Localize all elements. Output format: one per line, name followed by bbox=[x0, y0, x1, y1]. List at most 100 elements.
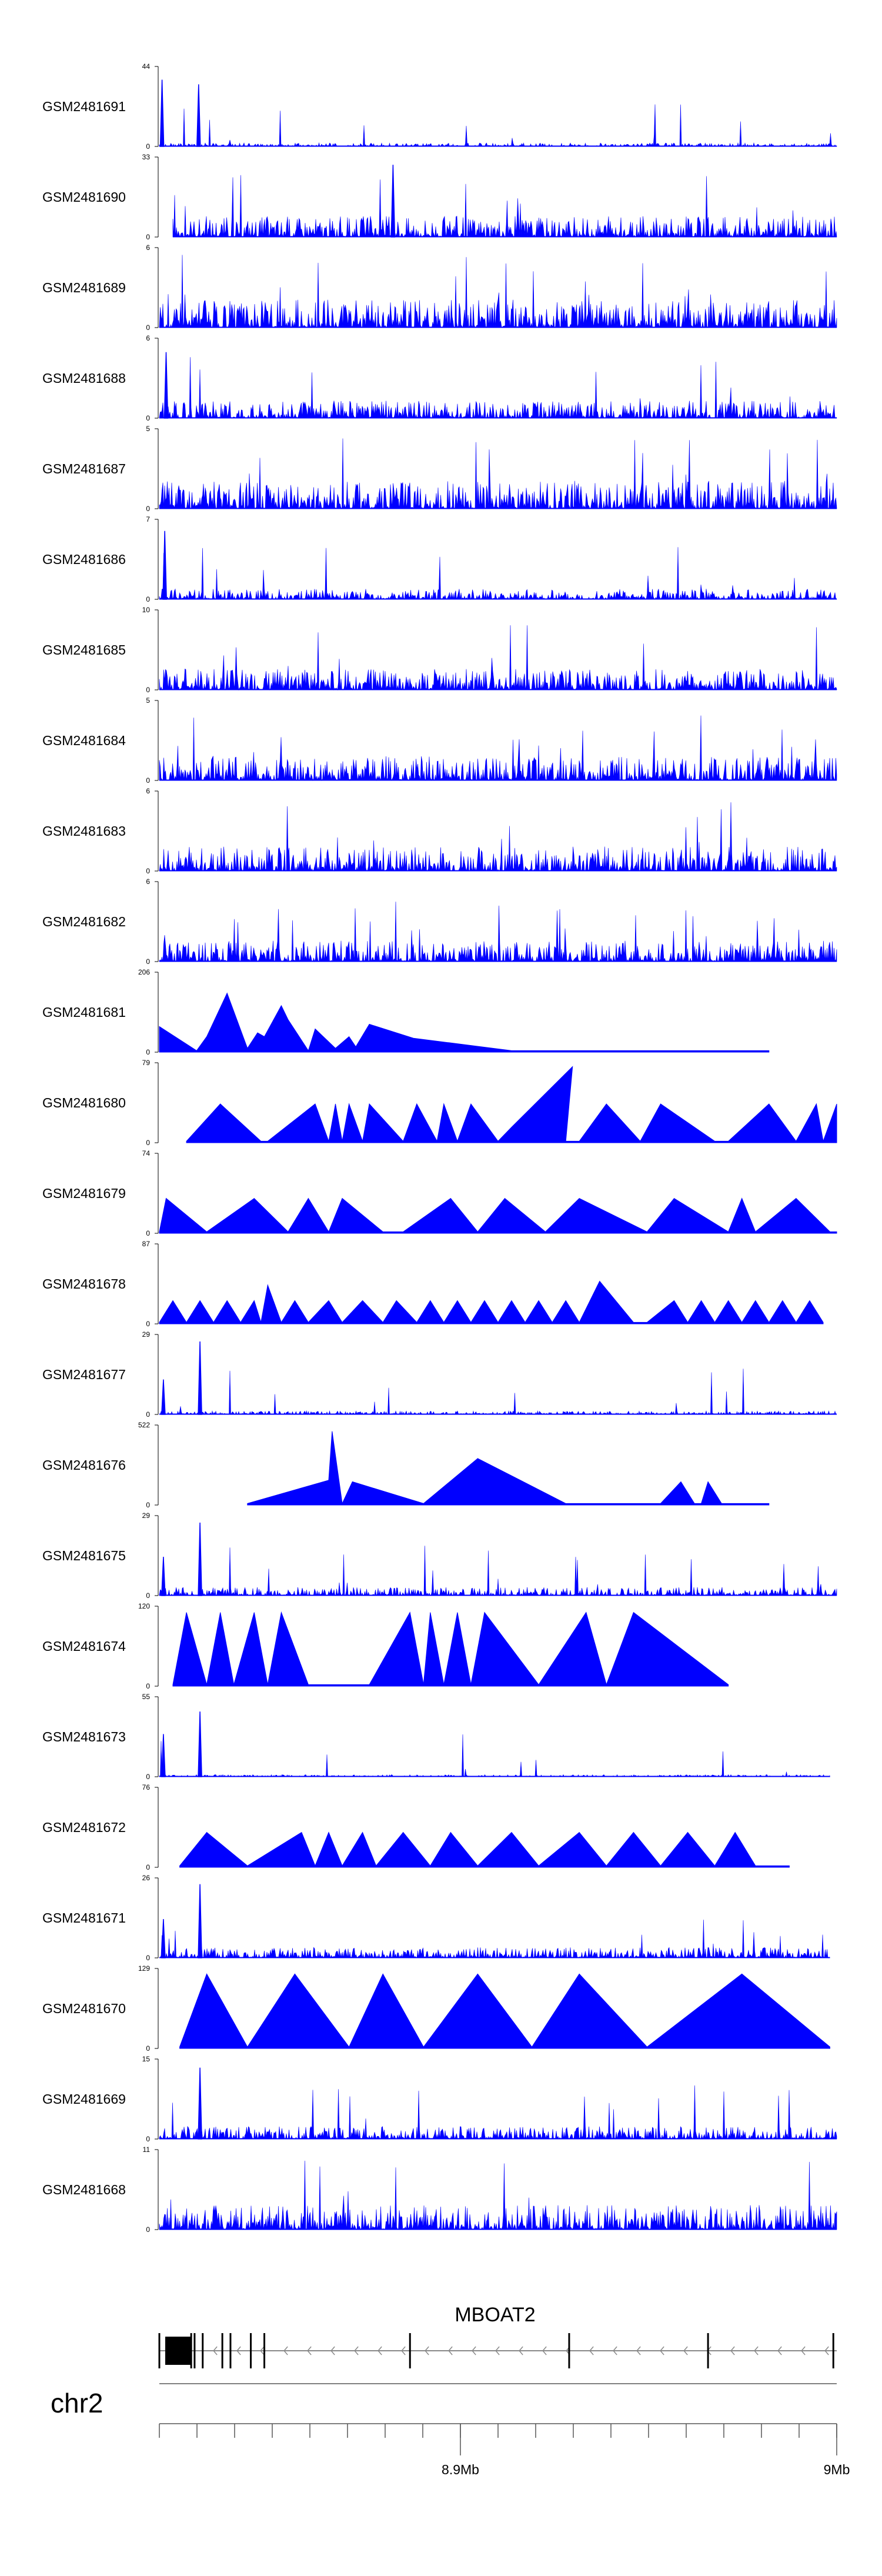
y-min-label: 0 bbox=[146, 1954, 150, 1962]
track-GSM2481684: GSM2481684 5 0 bbox=[42, 696, 837, 785]
signal-peak bbox=[163, 352, 169, 419]
track-GSM2481676: GSM2481676 522 0 bbox=[42, 1421, 770, 1509]
gene-annotation-track: MBOAT2 bbox=[158, 2304, 837, 2368]
track-label: GSM2481684 bbox=[42, 733, 126, 748]
track-GSM2481669: GSM2481669 15 0 bbox=[42, 2055, 837, 2143]
track-label: GSM2481675 bbox=[42, 1548, 126, 1563]
track-GSM2481690: GSM2481690 33 0 bbox=[42, 153, 837, 241]
signal-peak bbox=[159, 79, 165, 147]
track-label: GSM2481689 bbox=[42, 280, 126, 295]
track-GSM2481686: GSM2481686 7 0 bbox=[42, 515, 837, 603]
signal-area bbox=[172, 1611, 729, 1687]
strand-arrow bbox=[213, 2346, 218, 2355]
y-min-label: 0 bbox=[146, 957, 150, 966]
chromosome-label: chr2 bbox=[51, 2388, 103, 2418]
signal-area bbox=[179, 1831, 790, 1868]
signal-area bbox=[159, 255, 837, 329]
signal-area bbox=[159, 1280, 824, 1324]
signal-area bbox=[247, 1431, 770, 1506]
track-label: GSM2481674 bbox=[42, 1639, 126, 1654]
strand-arrow bbox=[519, 2346, 523, 2355]
y-max-label: 10 bbox=[142, 606, 151, 614]
y-min-label: 0 bbox=[146, 414, 150, 422]
track-label: GSM2481678 bbox=[42, 1276, 126, 1292]
y-min-label: 0 bbox=[146, 323, 150, 332]
signal-tracks: GSM2481691440GSM2481690330GSM248168960GS… bbox=[42, 62, 837, 2234]
signal-peak bbox=[161, 1734, 166, 1777]
signal-peak bbox=[162, 530, 167, 600]
y-max-label: 5 bbox=[146, 696, 150, 705]
strand-arrow bbox=[613, 2346, 617, 2355]
signal-peak bbox=[161, 1918, 166, 1958]
signal-peak bbox=[198, 1522, 202, 1596]
track-GSM2481677: GSM2481677 29 0 bbox=[42, 1330, 837, 1419]
strand-arrow bbox=[754, 2346, 759, 2355]
track-label: GSM2481671 bbox=[42, 1910, 126, 1926]
y-min-label: 0 bbox=[146, 776, 150, 785]
track-label: GSM2481682 bbox=[42, 914, 126, 929]
y-min-label: 0 bbox=[146, 2044, 150, 2053]
signal-peak bbox=[198, 1884, 202, 1958]
y-max-label: 6 bbox=[146, 243, 150, 252]
signal-area bbox=[159, 992, 770, 1053]
signal-peak bbox=[198, 1341, 202, 1415]
strand-arrow bbox=[777, 2346, 782, 2355]
y-min-label: 0 bbox=[146, 595, 150, 603]
track-GSM2481682: GSM2481682 6 0 bbox=[42, 877, 837, 966]
strand-arrow bbox=[660, 2346, 664, 2355]
signal-area bbox=[159, 802, 837, 872]
y-max-label: 15 bbox=[142, 2055, 151, 2063]
x-tick-label: 9Mb bbox=[824, 2462, 850, 2477]
track-label: GSM2481677 bbox=[42, 1367, 126, 1382]
track-GSM2481681: GSM2481681 206 0 bbox=[42, 968, 770, 1056]
track-label: GSM2481668 bbox=[42, 2182, 126, 2197]
strand-arrow bbox=[472, 2346, 476, 2355]
y-max-label: 55 bbox=[142, 1693, 151, 1701]
strand-arrow bbox=[730, 2346, 735, 2355]
signal-area bbox=[159, 1734, 830, 1777]
track-GSM2481672: GSM2481672 76 0 bbox=[42, 1783, 790, 1871]
strand-arrow bbox=[377, 2346, 382, 2355]
track-label: GSM2481681 bbox=[42, 1005, 126, 1020]
track-GSM2481687: GSM2481687 5 0 bbox=[42, 425, 837, 513]
strand-arrow bbox=[283, 2346, 288, 2355]
signal-area bbox=[159, 2160, 837, 2231]
y-max-label: 29 bbox=[142, 1330, 151, 1339]
track-GSM2481689: GSM2481689 6 0 bbox=[42, 243, 837, 332]
x-tick-label: 8.9Mb bbox=[442, 2462, 479, 2477]
signal-area bbox=[159, 1369, 837, 1416]
track-GSM2481673: GSM2481673 55 0 bbox=[42, 1693, 830, 1781]
y-min-label: 0 bbox=[146, 1682, 150, 1690]
y-max-label: 129 bbox=[138, 1964, 150, 1973]
strand-arrow bbox=[330, 2346, 335, 2355]
track-GSM2481668: GSM2481668 11 0 bbox=[42, 2145, 837, 2234]
strand-arrow bbox=[354, 2346, 359, 2355]
signal-area bbox=[159, 104, 837, 148]
y-max-label: 33 bbox=[142, 153, 151, 161]
signal-area bbox=[159, 1197, 837, 1234]
signal-area bbox=[159, 438, 837, 510]
y-max-label: 6 bbox=[146, 787, 150, 795]
y-min-label: 0 bbox=[146, 233, 150, 241]
strand-arrow bbox=[589, 2346, 594, 2355]
y-min-label: 0 bbox=[146, 1863, 150, 1871]
track-label: GSM2481669 bbox=[42, 2091, 126, 2107]
y-max-label: 6 bbox=[146, 877, 150, 886]
signal-peak bbox=[390, 165, 396, 238]
signal-peak bbox=[161, 1379, 166, 1415]
strand-arrow bbox=[824, 2346, 829, 2355]
y-min-label: 0 bbox=[146, 1048, 150, 1056]
signal-peak bbox=[198, 1711, 202, 1777]
y-min-label: 0 bbox=[146, 1229, 150, 1237]
y-min-label: 0 bbox=[146, 2135, 150, 2143]
y-min-label: 0 bbox=[146, 505, 150, 513]
track-GSM2481674: GSM2481674 120 0 bbox=[42, 1602, 729, 1690]
track-label: GSM2481685 bbox=[42, 642, 126, 658]
y-max-label: 120 bbox=[138, 1602, 150, 1610]
strand-arrow bbox=[307, 2346, 312, 2355]
y-max-label: 5 bbox=[146, 425, 150, 433]
strand-arrow bbox=[495, 2346, 500, 2355]
strand-arrow bbox=[542, 2346, 547, 2355]
signal-area bbox=[159, 715, 837, 782]
